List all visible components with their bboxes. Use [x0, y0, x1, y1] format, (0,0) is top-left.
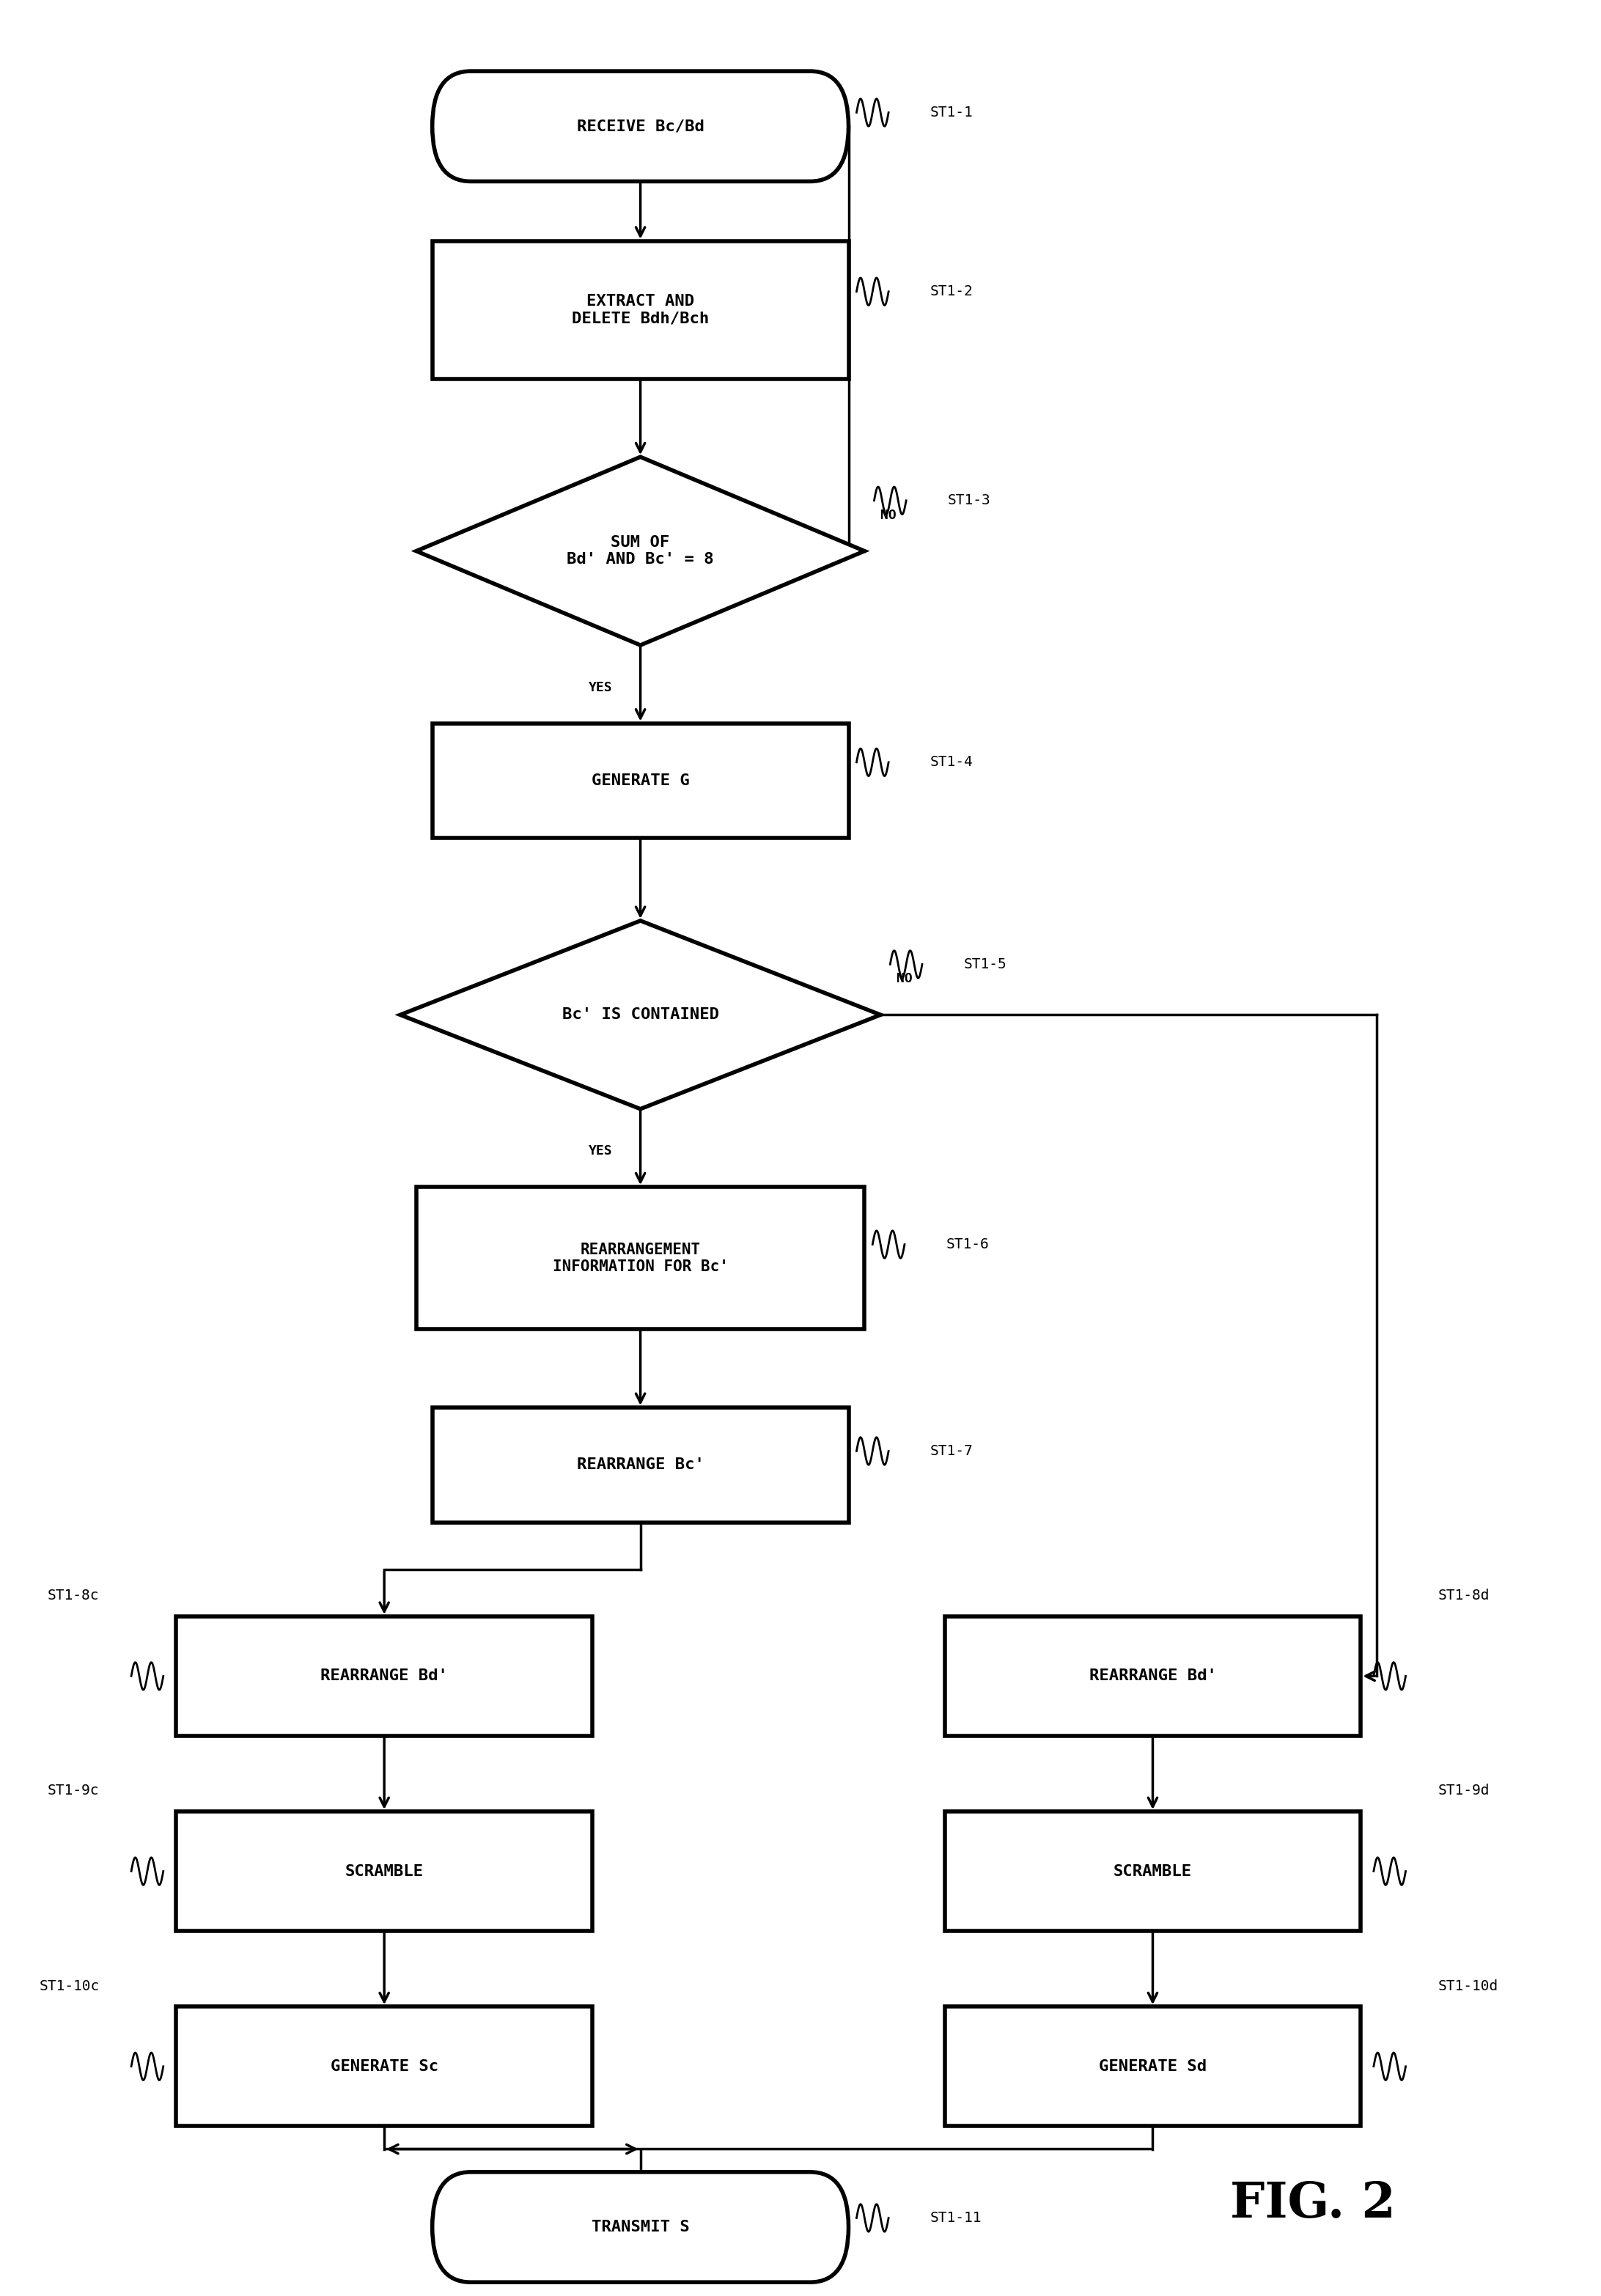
- Bar: [176, 1616, 592, 1736]
- Text: ST1-1: ST1-1: [930, 106, 973, 119]
- Text: EXTRACT AND
DELETE Bdh/Bch: EXTRACT AND DELETE Bdh/Bch: [572, 294, 709, 326]
- Text: GENERATE G: GENERATE G: [591, 774, 690, 788]
- Text: ST1-8c: ST1-8c: [48, 1589, 99, 1603]
- Text: GENERATE Sd: GENERATE Sd: [1098, 2060, 1207, 2073]
- Text: ST1-3: ST1-3: [948, 494, 991, 507]
- Text: SCRAMBLE: SCRAMBLE: [346, 1864, 423, 1878]
- Text: TRANSMIT S: TRANSMIT S: [591, 2220, 690, 2234]
- Bar: [945, 2007, 1361, 2126]
- Text: ST1-4: ST1-4: [930, 755, 973, 769]
- Text: ST1-10c: ST1-10c: [38, 1979, 99, 1993]
- Text: REARRANGEMENT
INFORMATION FOR Bc': REARRANGEMENT INFORMATION FOR Bc': [552, 1242, 728, 1274]
- Bar: [432, 241, 849, 379]
- Text: SCRAMBLE: SCRAMBLE: [1114, 1864, 1191, 1878]
- Text: ST1-5: ST1-5: [964, 957, 1007, 971]
- Text: ST1-9c: ST1-9c: [48, 1784, 99, 1798]
- Bar: [176, 2007, 592, 2126]
- Text: ST1-2: ST1-2: [930, 285, 973, 298]
- Text: YES: YES: [589, 1146, 612, 1157]
- Text: ST1-8d: ST1-8d: [1438, 1589, 1489, 1603]
- Bar: [945, 1812, 1361, 1931]
- Text: NO: NO: [881, 510, 897, 521]
- Text: Bc' IS CONTAINED: Bc' IS CONTAINED: [562, 1008, 719, 1022]
- Text: ST1-7: ST1-7: [930, 1444, 973, 1458]
- Text: YES: YES: [589, 682, 612, 693]
- Text: REARRANGE Bd': REARRANGE Bd': [1089, 1669, 1217, 1683]
- Bar: [945, 1616, 1361, 1736]
- FancyBboxPatch shape: [432, 71, 849, 181]
- Text: RECEIVE Bc/Bd: RECEIVE Bc/Bd: [576, 119, 704, 133]
- Text: ST1-10d: ST1-10d: [1438, 1979, 1499, 1993]
- Text: REARRANGE Bd': REARRANGE Bd': [320, 1669, 448, 1683]
- Bar: [432, 1407, 849, 1522]
- FancyBboxPatch shape: [432, 2172, 849, 2282]
- Text: ST1-11: ST1-11: [930, 2211, 981, 2225]
- Text: NO: NO: [897, 974, 913, 985]
- Bar: [176, 1812, 592, 1931]
- Text: ST1-6: ST1-6: [946, 1238, 989, 1251]
- Polygon shape: [416, 457, 865, 645]
- Polygon shape: [400, 921, 881, 1109]
- Bar: [416, 1187, 865, 1329]
- Text: REARRANGE Bc': REARRANGE Bc': [576, 1458, 704, 1472]
- Text: ST1-9d: ST1-9d: [1438, 1784, 1489, 1798]
- Bar: [432, 723, 849, 838]
- Text: GENERATE Sc: GENERATE Sc: [330, 2060, 439, 2073]
- Text: SUM OF
Bd' AND Bc' = 8: SUM OF Bd' AND Bc' = 8: [567, 535, 714, 567]
- Text: FIG. 2: FIG. 2: [1230, 2181, 1396, 2227]
